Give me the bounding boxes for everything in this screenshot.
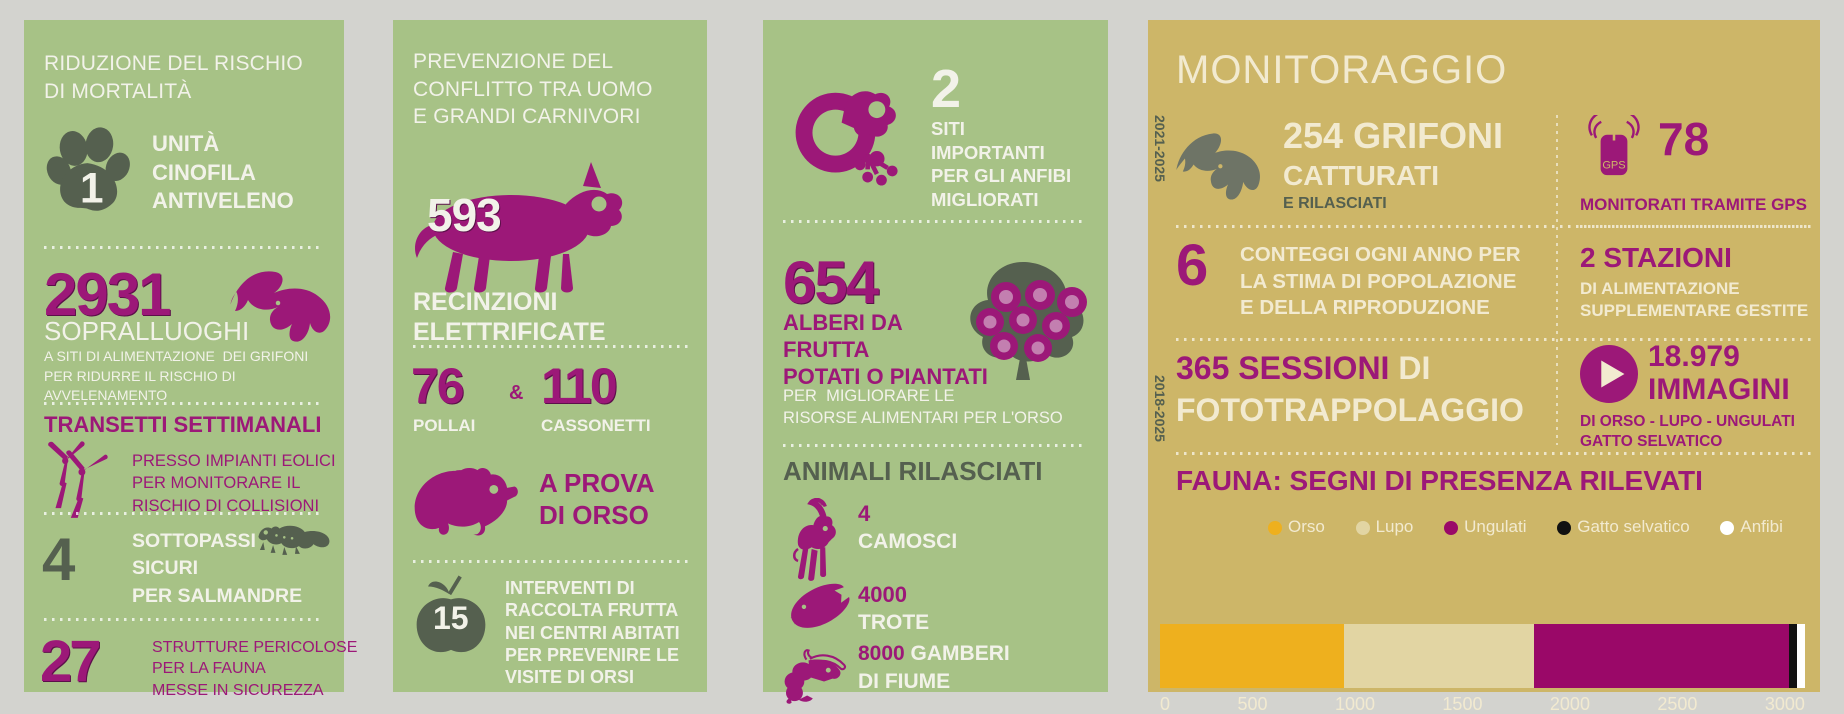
svg-text:1: 1 [80,165,104,211]
svg-text:GPS: GPS [1602,160,1625,172]
